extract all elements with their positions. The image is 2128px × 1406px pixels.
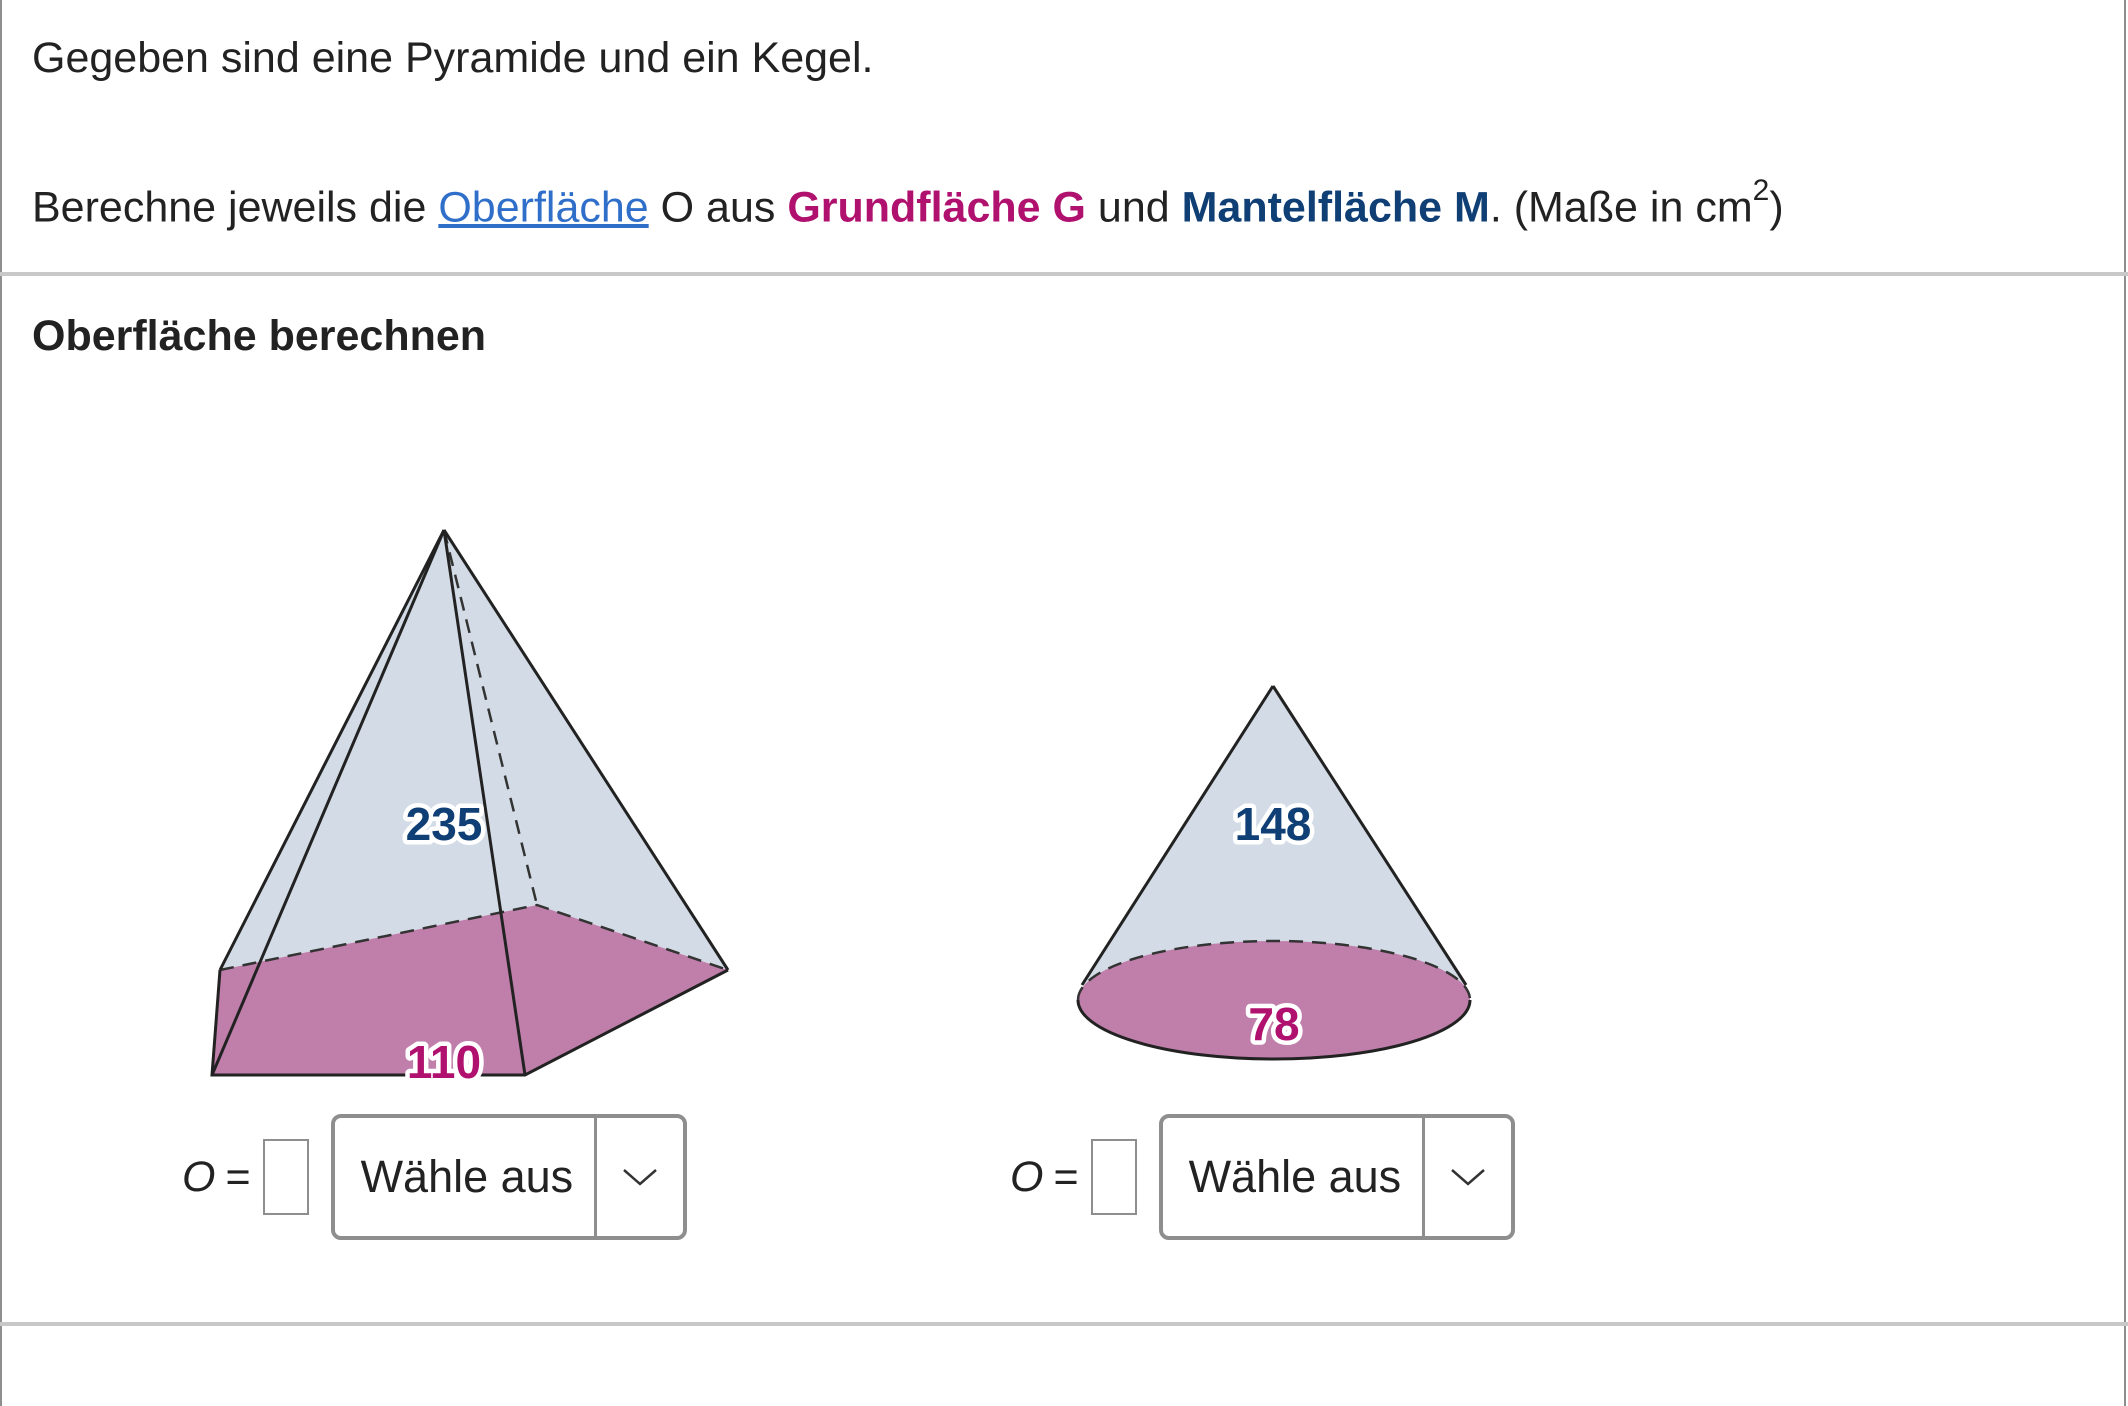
chevron-down-icon xyxy=(1450,1169,1485,1186)
cone-base-outline xyxy=(1076,999,1472,1061)
divider-top xyxy=(0,272,2128,276)
pyramid-lateral-face xyxy=(220,530,728,970)
pyramid-mantel-value: 235 xyxy=(406,798,483,850)
pyramid-edge-front-left xyxy=(210,529,446,1076)
intro-text: Gegeben sind eine Pyramide und ein Kegel… xyxy=(32,34,874,82)
pyramid-figure: 235 110 xyxy=(210,529,730,1093)
select-toggle[interactable] xyxy=(1421,1118,1511,1236)
cone-lateral-surface xyxy=(1082,686,1466,985)
task-end: ) xyxy=(1769,183,1784,232)
unit-exponent: 2 xyxy=(1752,174,1770,207)
equals-sign: = xyxy=(225,1152,251,1201)
pyramid-select[interactable]: Wähle aus xyxy=(330,1114,687,1240)
pyramid-edge-front-right xyxy=(442,529,527,1076)
pyramid-answer: O = Wähle aus xyxy=(182,1114,687,1240)
cone-mantel-value: 148 xyxy=(1235,798,1312,850)
chevron-down-icon xyxy=(622,1169,657,1186)
task-text: Berechne jeweils die Oberfläche O aus Gr… xyxy=(32,174,1784,232)
cone-edge-right xyxy=(1271,685,1468,986)
divider-bottom xyxy=(0,1322,2128,1326)
task-suffix: . (Maße in cm xyxy=(1489,183,1753,232)
cone-grund-value: 78 xyxy=(1248,998,1299,1050)
o-symbol: O xyxy=(182,1152,216,1201)
cone-edge-left xyxy=(1080,685,1275,986)
select-placeholder: Wähle aus xyxy=(360,1151,574,1202)
pyramid-edge-right xyxy=(442,529,730,971)
cone-answer: O = Wähle aus xyxy=(1010,1114,1515,1240)
o-symbol: O xyxy=(1010,1152,1044,1201)
pyramid-base-outline xyxy=(210,968,729,1077)
oberflaeche-link[interactable]: Oberfläche xyxy=(438,183,649,232)
task-prefix: Berechne jeweils die xyxy=(32,183,439,232)
cone-hidden-base-edge xyxy=(1076,939,1472,1001)
pyramid-base xyxy=(212,905,728,1075)
section-title: Oberfläche berechnen xyxy=(32,312,487,360)
pyramid-hidden-edge xyxy=(442,529,539,906)
cone-base xyxy=(1078,941,1470,1059)
task-mid-2: und xyxy=(1085,183,1182,232)
pyramid-grund-value: 110 xyxy=(407,1036,481,1088)
task-mid-1: O aus xyxy=(648,183,788,232)
grundflaeche-term: Grundfläche G xyxy=(787,183,1086,232)
pyramid-edge-left xyxy=(218,529,446,971)
select-placeholder: Wähle aus xyxy=(1188,1151,1402,1202)
cone-select[interactable]: Wähle aus xyxy=(1158,1114,1515,1240)
select-toggle[interactable] xyxy=(593,1118,683,1236)
equals-sign: = xyxy=(1053,1152,1079,1201)
mantelflaeche-term: Mantelfläche M xyxy=(1181,183,1490,232)
cone-figure: 148 78 xyxy=(1076,685,1472,1061)
answer-placeholder-box[interactable] xyxy=(1090,1139,1137,1215)
answer-placeholder-box[interactable] xyxy=(262,1139,309,1215)
pyramid-hidden-base-edges xyxy=(219,903,729,972)
